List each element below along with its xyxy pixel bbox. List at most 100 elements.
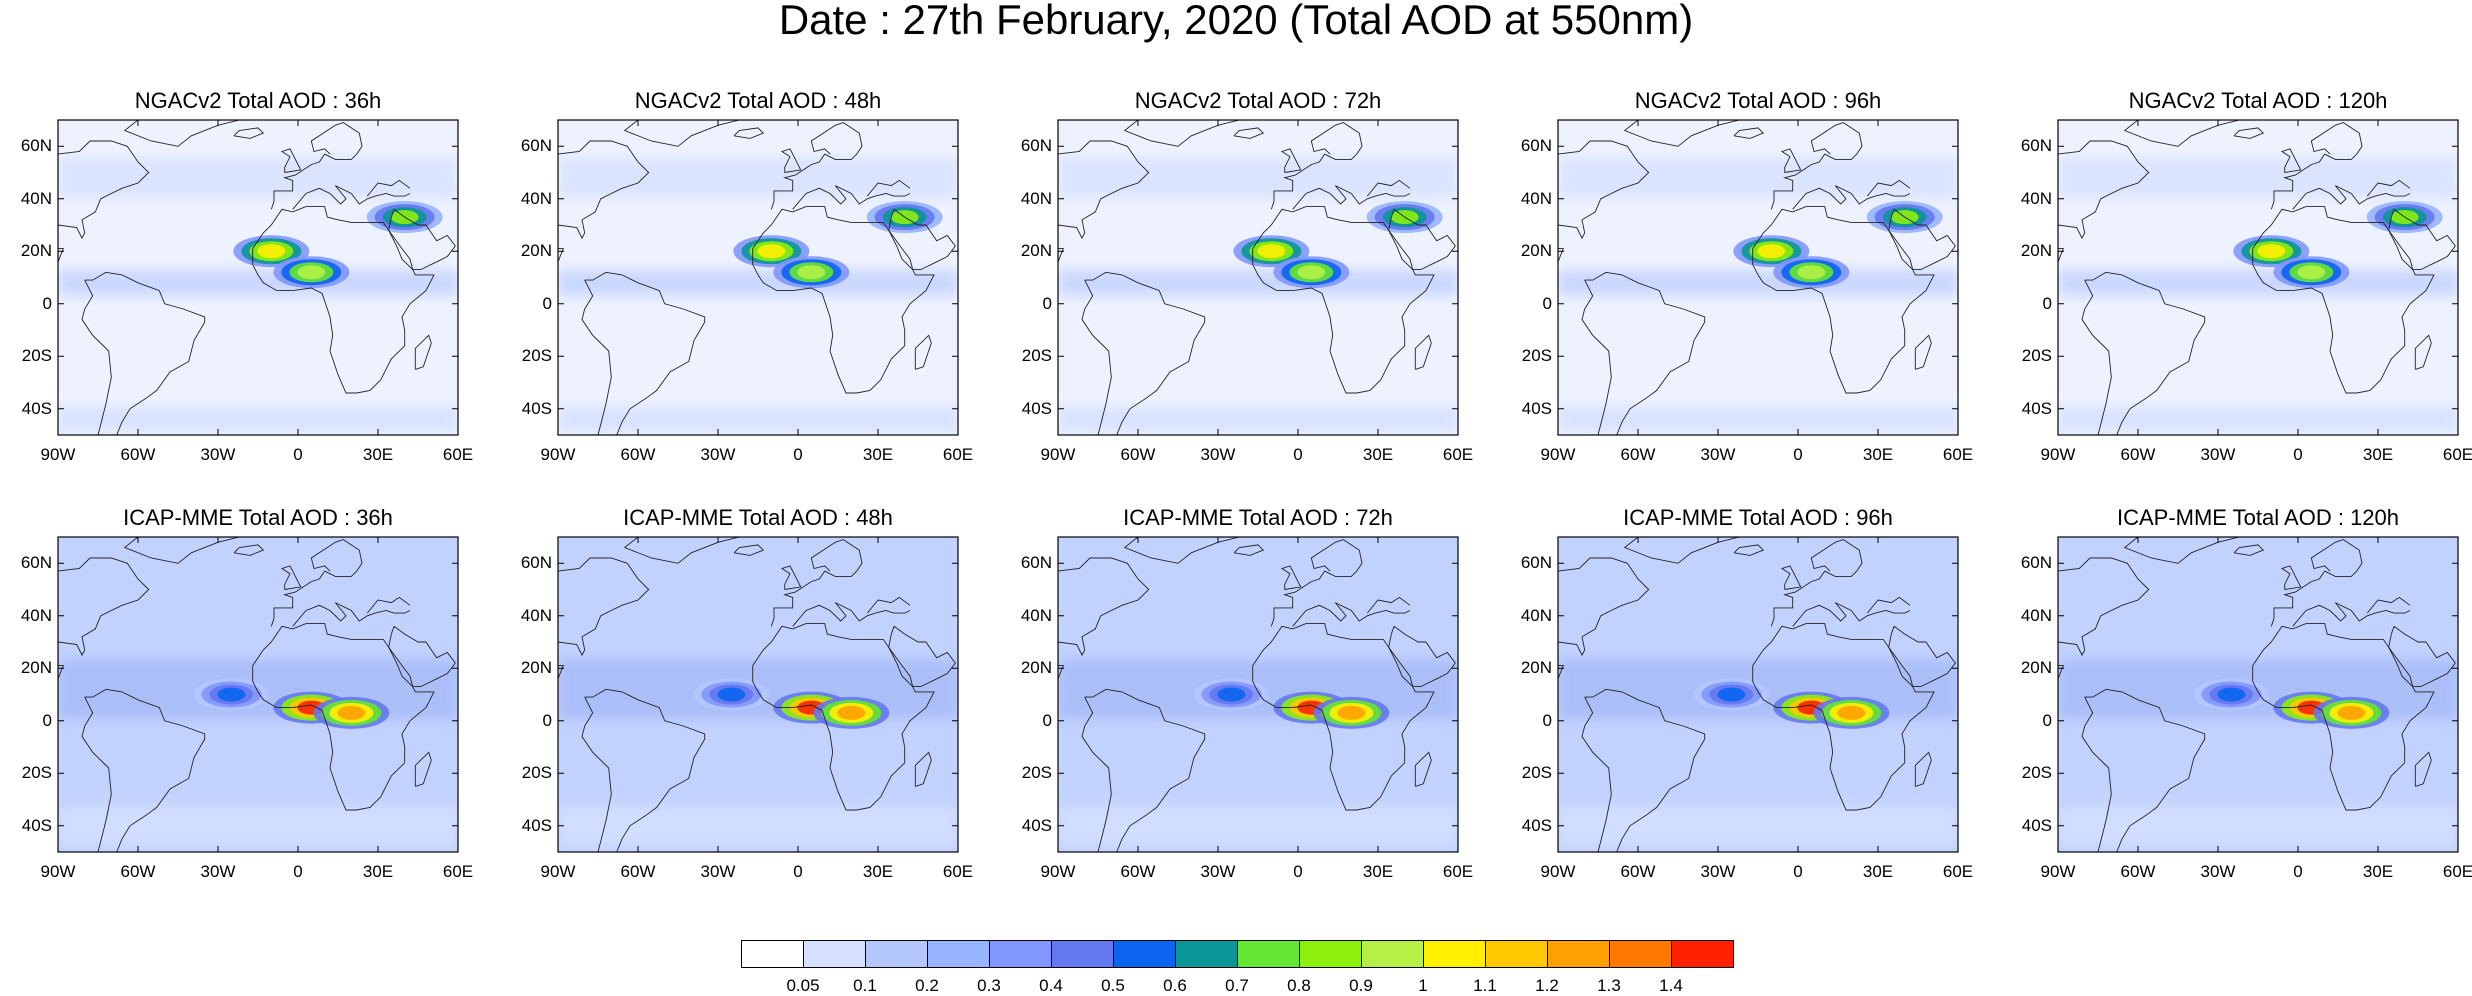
lat-label: 0 xyxy=(1042,710,1052,730)
lat-label: 20N xyxy=(520,658,552,678)
lat-label: 20S xyxy=(2021,346,2052,366)
coastline xyxy=(1388,208,1456,271)
aod-plume xyxy=(1837,705,1866,720)
lat-label: 40S xyxy=(521,815,552,835)
lon-label: 0 xyxy=(793,445,803,464)
lon-label: 60E xyxy=(2442,862,2472,881)
coastline xyxy=(2414,751,2432,787)
lon-label: 0 xyxy=(1793,445,1803,464)
aod-plume xyxy=(1717,687,1746,702)
colorbar-label: 0.3 xyxy=(977,976,1001,995)
map-area: 60N 40N 20N 0 20S 40S 90W 60W 30W 0 30E 60E xyxy=(1021,119,1473,464)
map-frame xyxy=(557,119,959,436)
coastline xyxy=(792,602,911,627)
lat-label: 40S xyxy=(521,398,552,418)
map-frame xyxy=(57,119,459,436)
coastline xyxy=(888,625,956,688)
aod-band xyxy=(1058,269,1458,296)
coastline xyxy=(2058,140,2150,262)
aod-band xyxy=(1058,157,1458,198)
coastline xyxy=(1058,557,1150,679)
aod-field xyxy=(58,537,458,852)
map-area: 60N 40N 20N 0 20S 40S 90W 60W 30W 0 30E 60E xyxy=(521,119,973,464)
lon-label: 0 xyxy=(793,862,803,881)
lon-label: 60W xyxy=(1120,862,1156,881)
map-frame xyxy=(57,536,459,853)
lon-label: 60W xyxy=(620,862,656,881)
map-frame xyxy=(1057,119,1459,436)
coastline xyxy=(2252,623,2435,811)
aod-map xyxy=(2057,536,2459,853)
colorbar-swatch xyxy=(1299,940,1362,968)
colorbar-swatch xyxy=(989,940,1052,968)
lat-label: 20S xyxy=(1021,346,1052,366)
coastline xyxy=(1733,544,1765,556)
lat-label: 20N xyxy=(1520,241,1552,261)
aod-band xyxy=(558,269,958,296)
coastline xyxy=(770,122,863,210)
panel-title: ICAP-MME Total AOD : 120h xyxy=(2116,505,2400,530)
aod-map xyxy=(57,119,459,436)
lat-label: 60N xyxy=(1020,136,1052,156)
coastline xyxy=(233,127,265,139)
lon-label: 30E xyxy=(362,445,394,464)
lat-label: 20S xyxy=(1021,763,1052,783)
coastline xyxy=(1733,127,1765,139)
map-panel-icap-mme-72h: ICAP-MME Total AOD : 72h 60N 40N 20N 0 20S 40S… xyxy=(1021,505,1473,881)
lon-label: 90W xyxy=(1040,445,1076,464)
lat-label: 20S xyxy=(521,346,552,366)
coastline xyxy=(792,185,911,210)
lon-label: 0 xyxy=(2293,862,2303,881)
coastline xyxy=(1581,271,1706,435)
coastline xyxy=(770,539,863,627)
coastline xyxy=(2292,185,2411,210)
map-area: 60N 40N 20N 0 20S 40S 90W 60W 30W 0 30E 60E xyxy=(2021,119,2472,464)
aod-plume xyxy=(837,705,866,720)
coastline xyxy=(1366,596,1411,614)
lon-label: 30W xyxy=(1700,862,1736,881)
lat-label: 60N xyxy=(20,553,52,573)
colorbar-swatch xyxy=(741,940,804,968)
lon-label: 90W xyxy=(40,862,76,881)
aod-band xyxy=(58,157,458,198)
aod-field xyxy=(58,120,458,435)
coastline xyxy=(252,623,435,811)
lat-label: 20N xyxy=(20,658,52,678)
lon-label: 30E xyxy=(1362,862,1394,881)
colorbar-label: 0.8 xyxy=(1287,976,1311,995)
aod-plume xyxy=(2257,244,2286,259)
coastline xyxy=(1914,751,1932,787)
lat-label: 40S xyxy=(2021,815,2052,835)
lon-label: 60W xyxy=(120,445,156,464)
aod-plume xyxy=(1297,265,1326,280)
coastline xyxy=(1780,565,1802,590)
aod-field xyxy=(1558,120,1958,435)
colorbar-label: 1 xyxy=(1418,976,1428,995)
coastline xyxy=(2280,148,2302,173)
coastline xyxy=(414,334,432,370)
lat-label: 0 xyxy=(1542,710,1552,730)
lon-label: 30E xyxy=(1362,445,1394,464)
lat-label: 60N xyxy=(520,553,552,573)
colorbar-swatch xyxy=(1175,940,1238,968)
panel-title: NGACv2 Total AOD : 96h xyxy=(1634,88,1882,113)
lon-label: 60W xyxy=(1620,445,1656,464)
aod-plume xyxy=(2297,265,2326,280)
aod-band xyxy=(2058,269,2458,296)
coastline xyxy=(2081,688,2206,852)
map-area: 60N 40N 20N 0 20S 40S 90W 60W 30W 0 30E 60E xyxy=(1021,536,1473,881)
lat-label: 20N xyxy=(520,241,552,261)
map-frame xyxy=(1557,119,1959,436)
lat-label: 20N xyxy=(1020,241,1052,261)
aod-field xyxy=(2058,120,2458,435)
panel-title: NGACv2 Total AOD : 48h xyxy=(634,88,882,113)
lon-label: 30W xyxy=(700,862,736,881)
lon-label: 90W xyxy=(40,445,76,464)
lat-label: 20S xyxy=(21,346,52,366)
map-area: 60N 40N 20N 0 20S 40S 90W 60W 30W 0 30E 60E xyxy=(21,119,473,464)
coastline xyxy=(2388,625,2456,688)
lat-label: 20N xyxy=(2020,241,2052,261)
coastline xyxy=(1558,140,1650,262)
lat-label: 20N xyxy=(1020,658,1052,678)
lat-label: 0 xyxy=(1042,293,1052,313)
